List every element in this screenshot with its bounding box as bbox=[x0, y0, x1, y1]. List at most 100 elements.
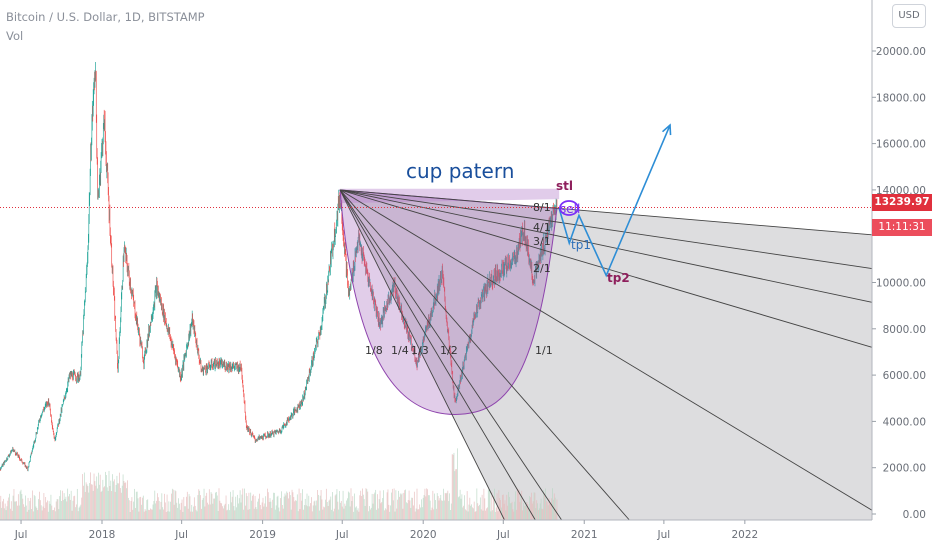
volume-bar bbox=[138, 511, 140, 520]
volume-bar bbox=[88, 492, 90, 520]
volume-bar bbox=[416, 488, 418, 520]
volume-bar bbox=[368, 511, 369, 520]
volume-bar bbox=[306, 493, 308, 520]
fan-line bbox=[339, 189, 873, 511]
volume-bar bbox=[355, 507, 356, 520]
volume-bar bbox=[201, 499, 203, 520]
volume-bar bbox=[294, 501, 296, 520]
volume-bar bbox=[135, 507, 136, 520]
volume-bar bbox=[381, 501, 383, 520]
volume-bar bbox=[340, 502, 341, 520]
volume-bar bbox=[85, 482, 87, 520]
volume-bar bbox=[309, 506, 311, 520]
volume-bar bbox=[358, 511, 360, 520]
volume-bar bbox=[343, 508, 345, 520]
volume-bar bbox=[428, 495, 429, 520]
volume-bar bbox=[240, 502, 242, 520]
volume-bar bbox=[221, 503, 223, 520]
volume-bar bbox=[2, 501, 3, 520]
volume-bar bbox=[512, 509, 514, 520]
volume-bar bbox=[470, 505, 472, 520]
volume-bar bbox=[117, 483, 119, 520]
volume-bar bbox=[353, 511, 355, 520]
volume-bar bbox=[405, 489, 406, 520]
volume-bar bbox=[421, 499, 422, 520]
volume-bar bbox=[158, 500, 160, 520]
current-price-tag: 13239.97 bbox=[872, 194, 932, 211]
volume-bar bbox=[171, 488, 173, 520]
volume-bar bbox=[105, 471, 106, 520]
time-tick-label: 2022 bbox=[731, 529, 758, 541]
volume-bar bbox=[282, 508, 284, 520]
volume-bar bbox=[342, 490, 344, 520]
volume-bar bbox=[485, 510, 487, 520]
sell-circle bbox=[559, 200, 579, 216]
volume-bar bbox=[245, 505, 246, 520]
volume-bar bbox=[359, 495, 361, 520]
volume-bar bbox=[321, 499, 323, 520]
volume-bar bbox=[201, 508, 202, 520]
volume-bar bbox=[259, 504, 261, 520]
volume-bar bbox=[31, 508, 32, 520]
volume-bar bbox=[46, 502, 47, 520]
volume-bar bbox=[108, 470, 110, 520]
volume-bar bbox=[136, 491, 138, 520]
volume-bar bbox=[396, 508, 398, 520]
volume-bar bbox=[425, 496, 427, 520]
volume-bar bbox=[329, 499, 331, 520]
volume-bar bbox=[71, 510, 73, 520]
volume-bar bbox=[503, 503, 505, 520]
volume-bar bbox=[274, 509, 276, 520]
volume-bar bbox=[170, 501, 171, 520]
volume-bar bbox=[356, 510, 358, 520]
volume-bar bbox=[315, 505, 317, 520]
volume-bar bbox=[129, 511, 131, 520]
volume-bar bbox=[273, 492, 274, 520]
volume-bar bbox=[98, 484, 100, 520]
volume-bar bbox=[127, 497, 129, 520]
volume-bar bbox=[74, 495, 76, 520]
volume-bar bbox=[242, 488, 244, 520]
price-tick-label: 2000.00 bbox=[883, 463, 926, 475]
volume-bar bbox=[455, 469, 457, 520]
volume-bar bbox=[523, 503, 524, 520]
volume-bar bbox=[127, 480, 128, 520]
volume-bar bbox=[274, 492, 275, 520]
volume-bar bbox=[391, 492, 392, 520]
volume-bar bbox=[428, 495, 430, 520]
time-tick-label: Jul bbox=[335, 529, 349, 541]
volume-bar bbox=[517, 489, 519, 520]
volume-bar bbox=[421, 507, 423, 520]
time-tick-label: 2020 bbox=[410, 529, 437, 541]
volume-bar bbox=[54, 511, 56, 520]
volume-bar bbox=[214, 498, 215, 520]
volume-bar bbox=[168, 501, 170, 520]
cup-shape bbox=[339, 189, 558, 415]
volume-bar bbox=[391, 488, 393, 520]
volume-bar bbox=[487, 507, 488, 520]
currency-button[interactable]: USD bbox=[892, 4, 926, 28]
volume-bar bbox=[379, 490, 381, 520]
volume-bar bbox=[531, 503, 533, 520]
volume-bar bbox=[113, 479, 115, 520]
take-profit-1-label: tp1 bbox=[571, 238, 591, 252]
volume-bar bbox=[32, 511, 34, 520]
time-tick-label: Jul bbox=[14, 529, 28, 541]
volume-bar bbox=[537, 503, 538, 520]
volume-bar bbox=[336, 489, 338, 520]
volume-bar bbox=[222, 506, 223, 520]
volume-label: Vol bbox=[6, 29, 24, 43]
volume-bar bbox=[523, 505, 525, 520]
volume-bar bbox=[208, 489, 210, 520]
volume-bar bbox=[345, 505, 347, 520]
volume-bar bbox=[410, 507, 412, 520]
volume-bar bbox=[441, 500, 443, 520]
volume-bar bbox=[357, 508, 359, 520]
volume-bar bbox=[151, 509, 153, 520]
volume-bar bbox=[10, 508, 11, 520]
volume-bar bbox=[186, 496, 187, 520]
volume-bar bbox=[16, 501, 17, 520]
price-tick-label: 4000.00 bbox=[883, 416, 926, 428]
volume-bar bbox=[538, 508, 540, 520]
